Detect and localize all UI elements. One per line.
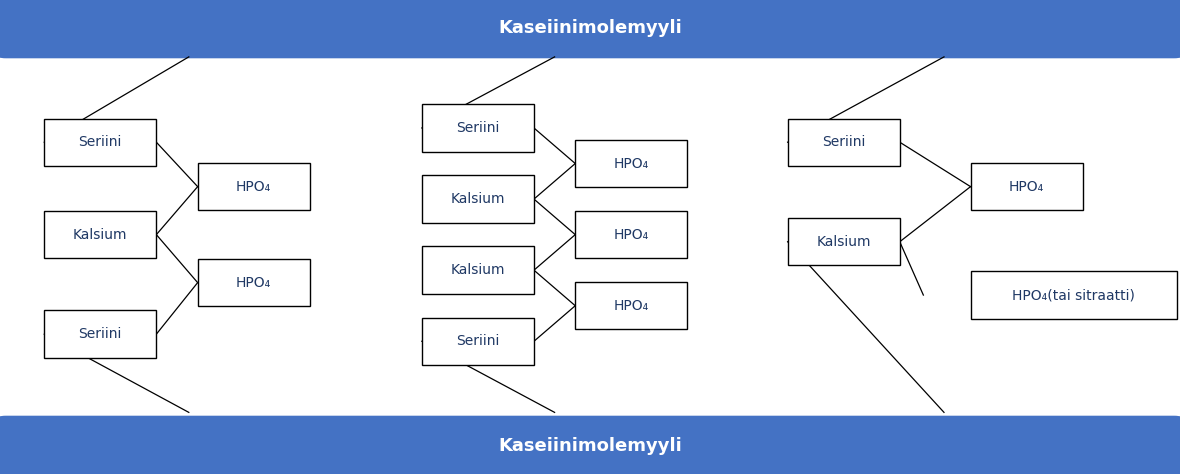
FancyBboxPatch shape [576,211,687,258]
FancyBboxPatch shape [970,271,1176,319]
Text: HPO₄: HPO₄ [614,299,649,313]
FancyBboxPatch shape [576,140,687,187]
FancyBboxPatch shape [0,416,1180,474]
FancyBboxPatch shape [970,163,1083,210]
Text: Kaseiinimolemyyli: Kaseiinimolemyyli [498,19,682,37]
Text: HPO₄: HPO₄ [236,180,271,194]
Text: Seriini: Seriini [79,135,122,149]
FancyBboxPatch shape [0,0,1180,58]
Text: Kalsium: Kalsium [451,192,505,206]
Text: HPO₄: HPO₄ [614,228,649,242]
Text: Kalsium: Kalsium [451,263,505,277]
FancyBboxPatch shape [788,218,899,265]
Text: HPO₄: HPO₄ [614,156,649,171]
Text: Seriini: Seriini [79,327,122,341]
Text: Kaseiinimolemyyli: Kaseiinimolemyyli [498,437,682,455]
Text: HPO₄: HPO₄ [236,275,271,290]
Text: Seriini: Seriini [457,121,499,135]
FancyBboxPatch shape [576,282,687,329]
Text: Kalsium: Kalsium [817,235,871,249]
Text: Seriini: Seriini [822,135,865,149]
FancyBboxPatch shape [422,104,533,152]
FancyBboxPatch shape [422,246,533,294]
FancyBboxPatch shape [45,211,156,258]
FancyBboxPatch shape [45,310,156,358]
FancyBboxPatch shape [197,259,309,306]
FancyBboxPatch shape [422,318,533,365]
FancyBboxPatch shape [422,175,533,223]
Text: HPO₄: HPO₄ [1009,180,1044,194]
Text: Kalsium: Kalsium [73,228,127,242]
FancyBboxPatch shape [788,118,899,166]
FancyBboxPatch shape [45,118,156,166]
Text: Seriini: Seriini [457,334,499,348]
FancyBboxPatch shape [197,163,309,210]
Text: HPO₄(tai sitraatti): HPO₄(tai sitraatti) [1012,288,1135,302]
